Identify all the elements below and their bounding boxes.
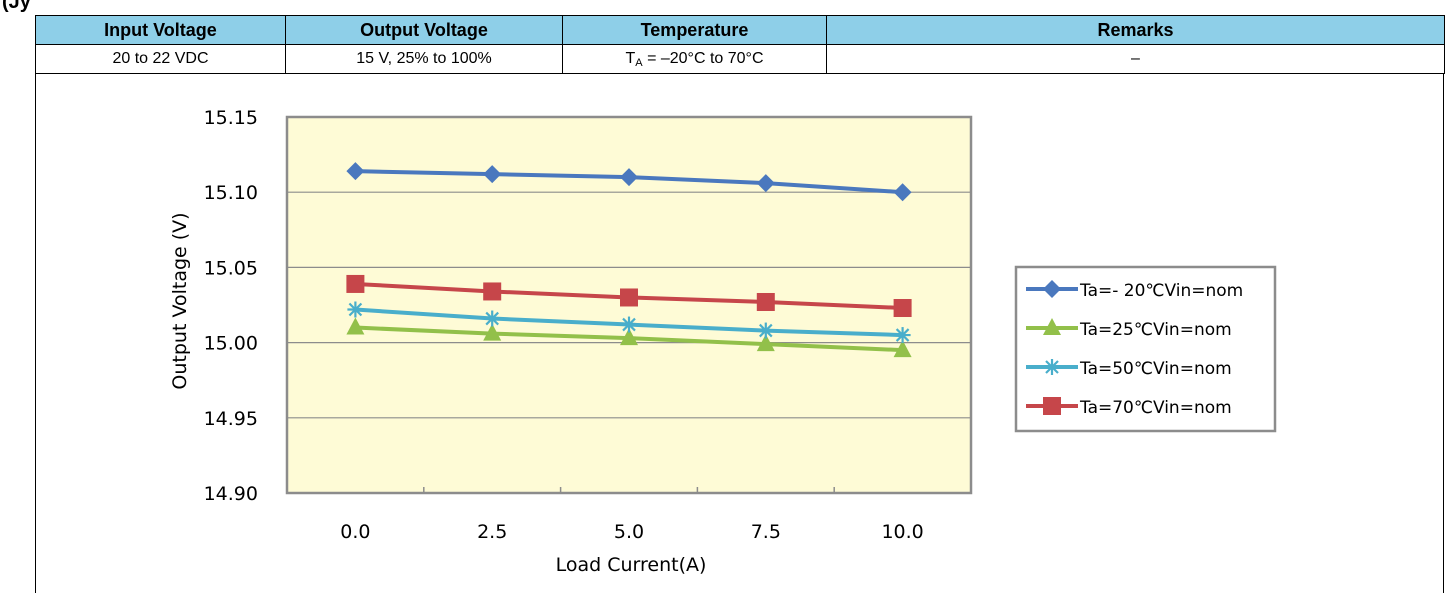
series-2-point [483, 323, 502, 341]
spec-table-header-row: Input Voltage Output Voltage Temperature… [35, 15, 1445, 45]
series-1-point [346, 162, 365, 181]
x-tick-label: 5.0 [614, 521, 644, 543]
series-3-point [757, 322, 774, 339]
legend-label-1: Ta=- 20℃Vin=nom [1079, 281, 1243, 301]
y-tick-label: 15.10 [204, 182, 258, 204]
spec-table-row: 20 to 22 VDC 15 V, 25% to 100% TA = –20°… [35, 44, 1445, 74]
legend-marker-4 [1043, 397, 1061, 415]
legend-label-2: Ta=25℃Vin=nom [1079, 320, 1232, 340]
series-4-point [756, 292, 775, 311]
legend-marker-2 [1043, 318, 1061, 335]
x-tick-label: 0.0 [340, 521, 370, 543]
cell-remarks: – [826, 44, 1445, 74]
series-2-point [893, 340, 912, 358]
series-1-point [756, 174, 775, 193]
y-tick-label: 15.05 [204, 257, 258, 279]
series-3-point [894, 327, 911, 344]
temperature-subscript: A [635, 56, 643, 69]
spec-table: Input Voltage Output Voltage Temperature… [35, 15, 1445, 74]
header-temperature: Temperature [562, 15, 827, 45]
x-tick-label: 2.5 [477, 521, 507, 543]
x-tick-label: 7.5 [751, 521, 781, 543]
cell-temperature: TA = –20°C to 70°C [562, 44, 827, 74]
chart-panel: 15.15 15.10 15.05 15.00 14.95 14.90 0.0 2.5 5.0 7… [35, 73, 1444, 593]
series-3-point [484, 310, 501, 327]
header-input-voltage: Input Voltage [35, 15, 286, 45]
clipped-heading: (Jy [2, 0, 31, 13]
series-2-point [756, 334, 775, 352]
plot-border [285, 115, 973, 495]
temperature-prefix: T [625, 49, 636, 67]
y-tick-label: 15.00 [204, 333, 258, 355]
line-chart: 15.15 15.10 15.05 15.00 14.95 14.90 0.0 2.5 5.0 7… [169, 107, 1277, 576]
series-3-point [621, 316, 637, 333]
legend-marker-3 [1044, 359, 1060, 375]
y-axis-label: Output Voltage (V) [169, 212, 191, 389]
y-tick-label: 15.15 [204, 107, 258, 129]
legend-label-4: Ta=70℃Vin=nom [1079, 398, 1232, 418]
series-1-point [483, 165, 502, 184]
series-2-point [346, 317, 365, 335]
series-2-point [620, 328, 638, 346]
series-1-point [893, 183, 912, 202]
header-remarks: Remarks [826, 15, 1445, 45]
temperature-range: = –20°C to 70°C [642, 49, 764, 67]
x-axis-label: Load Current(A) [556, 554, 707, 576]
x-tick-label: 10.0 [881, 521, 923, 543]
header-output-voltage: Output Voltage [285, 15, 563, 45]
series-3-point [347, 301, 364, 318]
series-4-point [893, 299, 912, 318]
series-4-point [346, 274, 365, 293]
y-tick-label: 14.90 [204, 483, 258, 505]
series-4-point [483, 282, 502, 301]
cell-output-voltage: 15 V, 25% to 100% [285, 44, 563, 74]
legend-marker-1 [1043, 280, 1061, 298]
cell-input-voltage: 20 to 22 VDC [35, 44, 286, 74]
legend-label-3: Ta=50℃Vin=nom [1079, 359, 1232, 379]
series-4-point [620, 288, 638, 307]
y-tick-label: 14.95 [204, 408, 258, 430]
series-1-point [620, 168, 638, 187]
